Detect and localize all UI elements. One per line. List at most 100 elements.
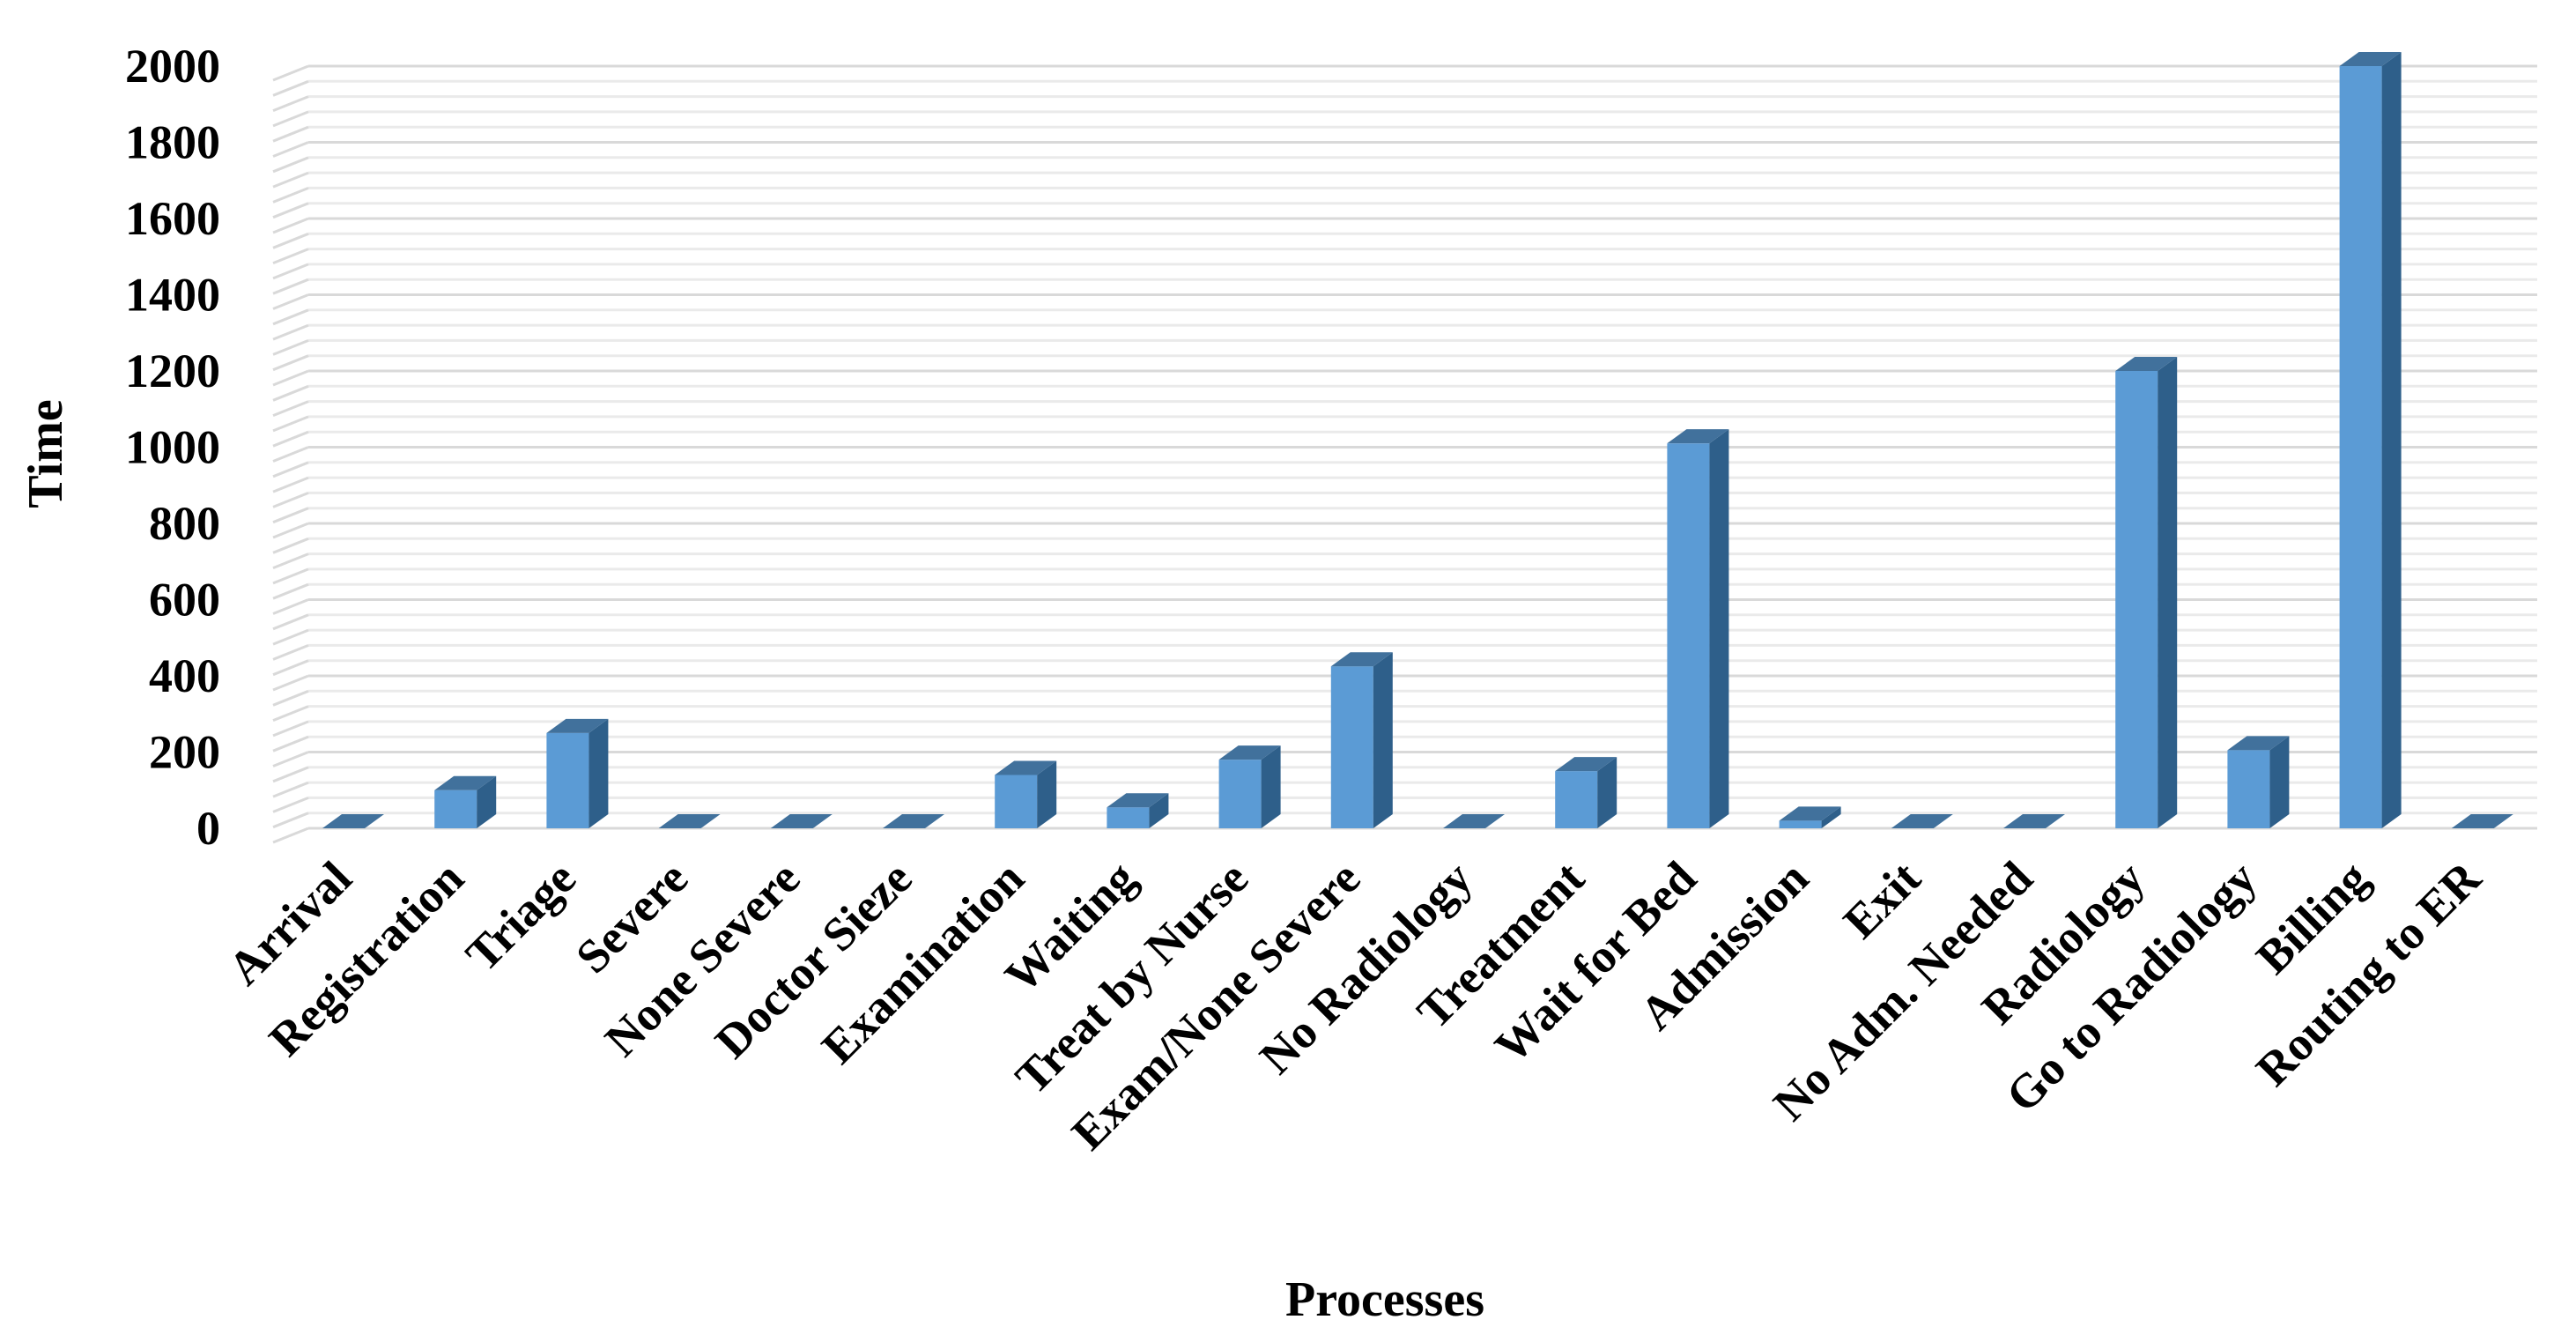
gridline-hatch [272, 339, 309, 356]
bar-front [1218, 760, 1262, 828]
bar [322, 814, 384, 828]
y-tick-label: 400 [149, 649, 220, 702]
bar-side [477, 775, 497, 828]
bar-top [995, 760, 1057, 775]
gridline-hatch [272, 95, 309, 112]
bar-top [1443, 814, 1505, 828]
gridline-side [272, 751, 309, 767]
gridline-side [272, 827, 309, 844]
gridline-hatch [272, 797, 309, 813]
gridline-hatch [272, 461, 309, 478]
bar [995, 760, 1057, 828]
bar-top [2003, 814, 2065, 828]
gridline-hatch [272, 705, 309, 722]
bar-top [883, 814, 944, 828]
bar-front [546, 732, 589, 828]
gridline-hatch [272, 415, 309, 433]
gridline-side [272, 674, 309, 692]
bar-top [1555, 757, 1617, 772]
gridline-hatch [272, 720, 309, 738]
gridline-hatch [272, 644, 309, 661]
bar-side [1261, 745, 1281, 828]
bar-top [1891, 814, 1953, 828]
bar-top [322, 814, 384, 828]
gridline-hatch [272, 278, 309, 295]
gridline-hatch [272, 476, 309, 493]
gridlines [272, 64, 2537, 844]
bar-top [1667, 429, 1729, 444]
y-tick-label: 2000 [125, 40, 220, 93]
gridline-hatch [272, 400, 309, 417]
y-tick-label: 1600 [125, 192, 220, 245]
x-tick-label: Triage [455, 851, 586, 982]
bar-top [2227, 736, 2290, 751]
y-tick-label: 1400 [125, 269, 220, 322]
bar-side [1037, 760, 1057, 828]
gridline-side [272, 217, 309, 234]
bar-top [2339, 52, 2402, 66]
gridline-hatch [272, 308, 309, 326]
bar [546, 718, 609, 828]
bar-front [1667, 443, 1710, 828]
bar-side [2269, 736, 2290, 828]
bar-front [1555, 771, 1598, 828]
bar-top [1107, 793, 1169, 808]
gridline-hatch [272, 263, 309, 280]
bar-front [1779, 820, 1822, 828]
y-tick-label: 200 [149, 726, 220, 779]
gridline-hatch [272, 125, 309, 143]
gridline-hatch [272, 79, 309, 97]
bar-top [770, 814, 833, 828]
bar [2339, 52, 2402, 828]
bar-side [1709, 429, 1729, 828]
gridline-hatch [272, 354, 309, 372]
bar-top [2115, 357, 2178, 371]
x-axis-title: Processes [1285, 1272, 1484, 1327]
gridline-hatch [272, 567, 309, 585]
gridline-hatch [272, 582, 309, 600]
bar [1218, 745, 1281, 828]
gridline-side [272, 64, 309, 82]
bar-side [1821, 806, 1841, 828]
gridline-hatch [272, 735, 309, 753]
bar-front [2227, 750, 2270, 828]
y-tick-label: 600 [149, 574, 220, 627]
gridline-hatch [272, 689, 309, 707]
bar-side [588, 718, 609, 828]
gridline-side [272, 141, 309, 158]
bar [658, 814, 721, 828]
bar-side [1373, 652, 1393, 828]
bar-front [2115, 371, 2158, 828]
bar-top [1779, 806, 1841, 821]
y-tick-label: 1800 [125, 116, 220, 169]
bar [1107, 793, 1169, 828]
bar-side [2158, 357, 2178, 828]
bar-front [434, 790, 477, 828]
y-axis-ticks: 0 200 400 600 800 1000 1200 1400 1600 1800 2000 [125, 40, 220, 855]
gridline-hatch [272, 248, 309, 264]
gridline-side [272, 522, 309, 539]
gridline-hatch [272, 187, 309, 204]
bar [1443, 814, 1505, 828]
gridline-hatch [272, 492, 309, 508]
bars [322, 52, 2513, 828]
gridline-hatch [272, 628, 309, 646]
bar-top [546, 718, 609, 733]
bar [770, 814, 833, 828]
bar-top [2451, 814, 2513, 828]
gridline-hatch [272, 430, 309, 448]
gridline-hatch [272, 110, 309, 128]
gridline-hatch [272, 766, 309, 783]
bar [883, 814, 944, 828]
y-tick-label: 800 [149, 497, 220, 550]
bar-side [1597, 757, 1617, 828]
gridline-hatch [272, 232, 309, 249]
gridline-hatch [272, 613, 309, 631]
gridline-hatch [272, 552, 309, 569]
bar-front [2339, 66, 2382, 828]
bar [2227, 736, 2290, 828]
bar [1330, 652, 1393, 828]
